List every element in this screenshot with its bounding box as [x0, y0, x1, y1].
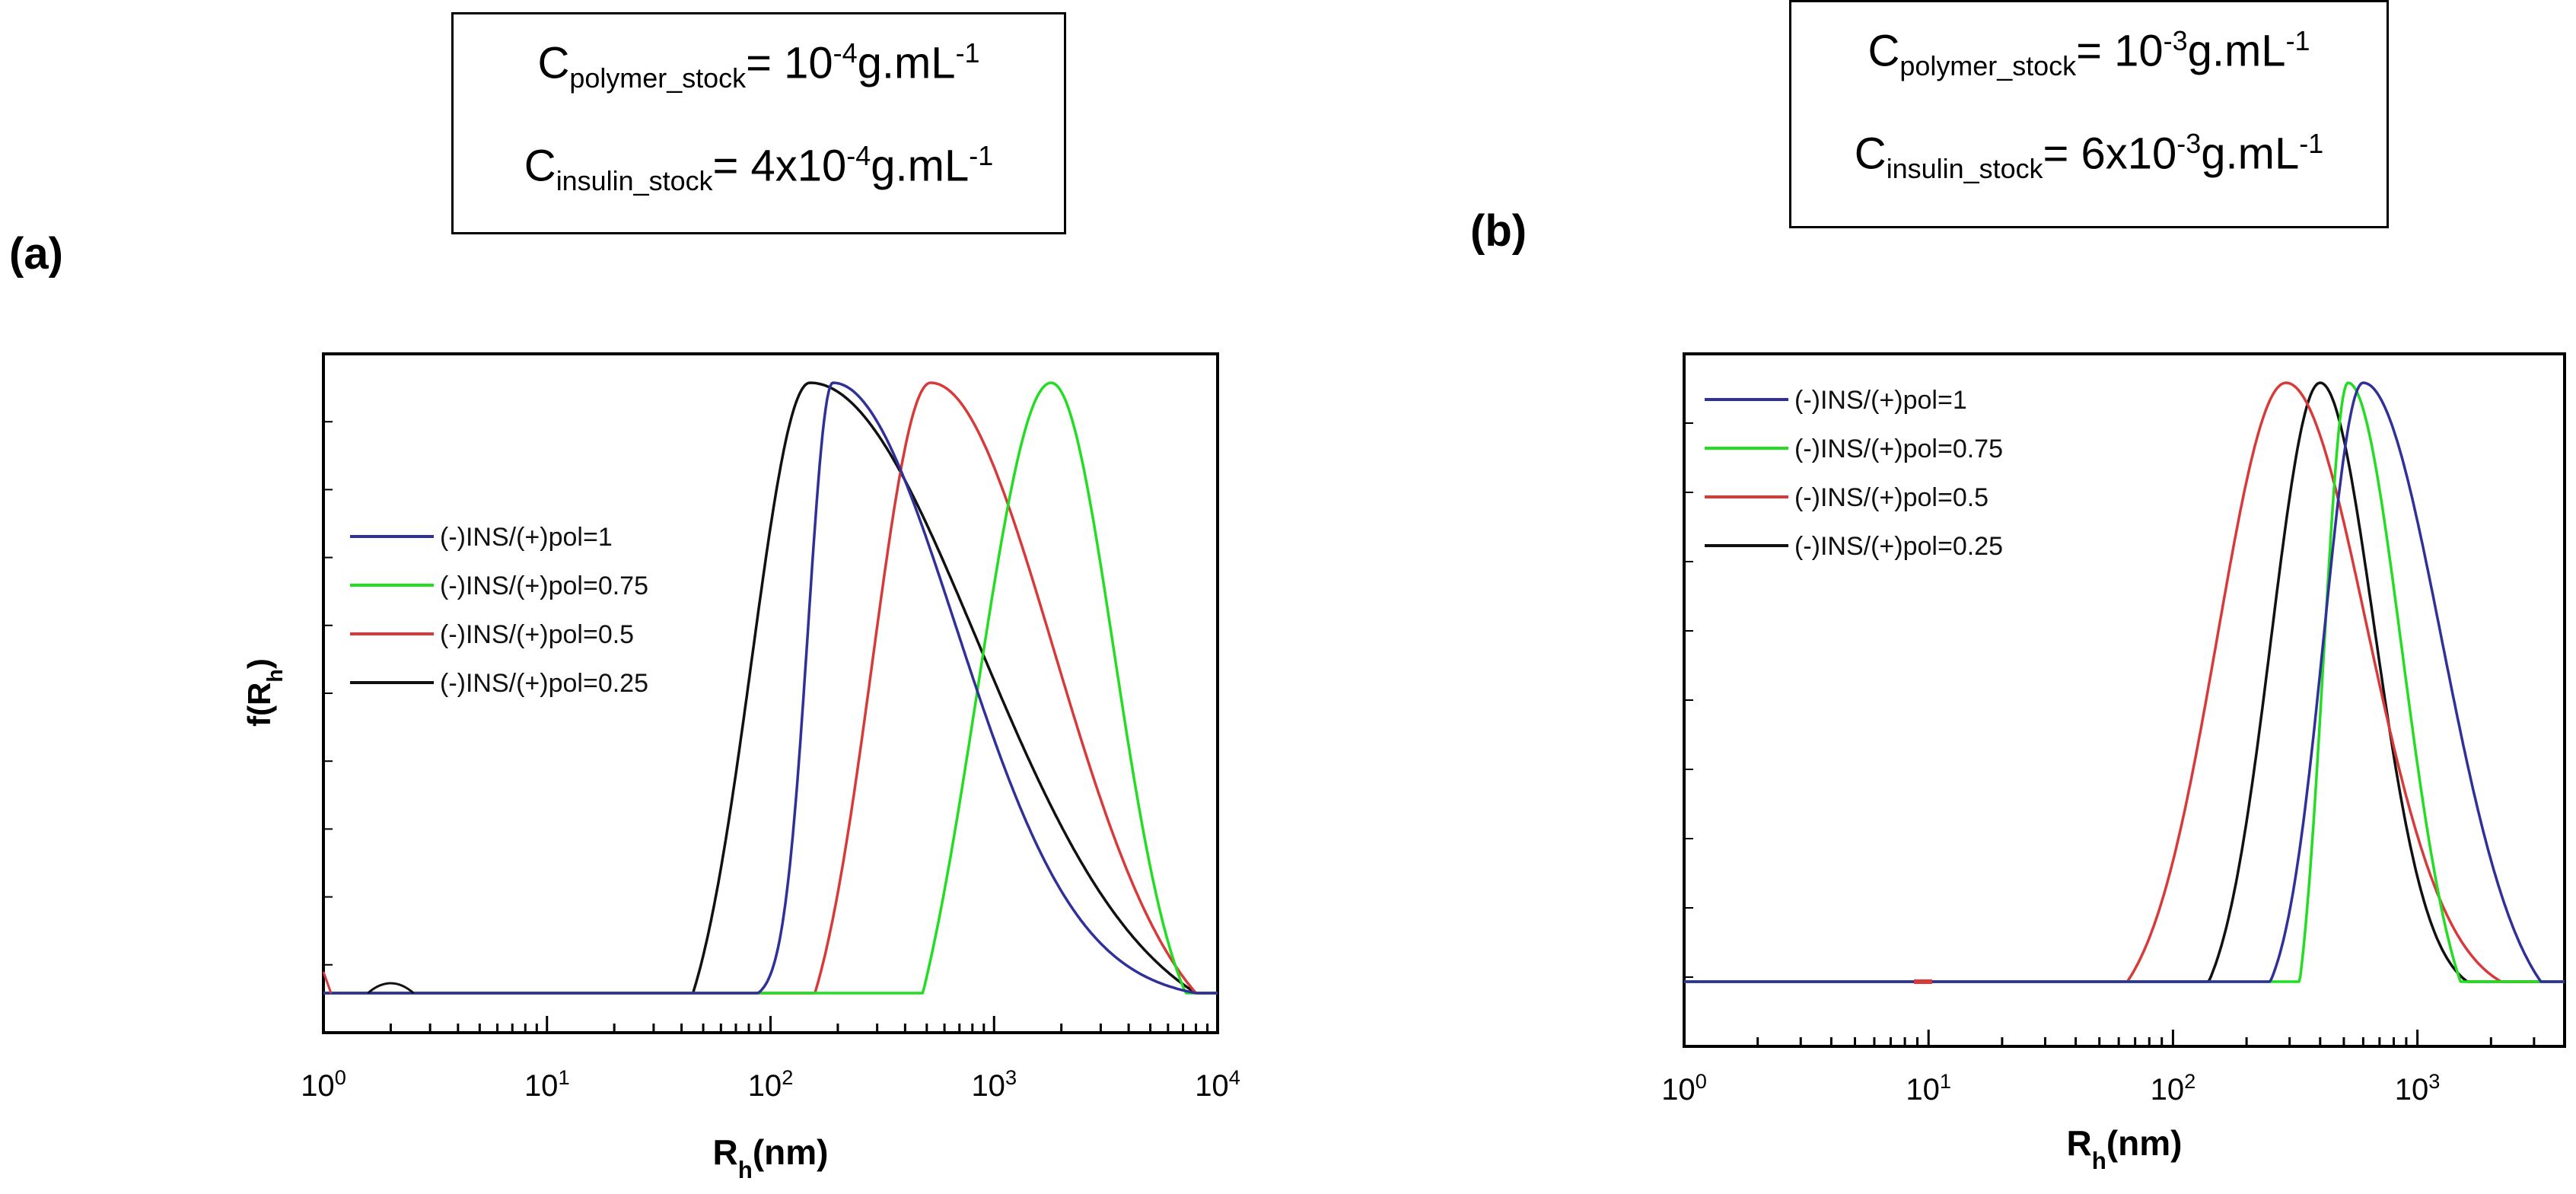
insulin-concentration-b: Cinsulin_stock= 6x10-3g.mL-1 — [1854, 128, 2324, 184]
x-axis-label: Rh(nm) — [713, 1132, 829, 1183]
chart-b: 100 101 102 103Rh(nm)(-)INS/(+)pol=1(-)INS/… — [1661, 352, 2566, 1174]
x-tick-label: 104 — [1195, 1065, 1240, 1103]
artefact-red — [322, 971, 333, 994]
x-tick-label: 103 — [971, 1065, 1017, 1103]
legend-label: (-)INS/(+)pol=0.5 — [440, 620, 634, 649]
legend-label: (-)INS/(+)pol=0.75 — [1794, 435, 2003, 463]
x-tick-label: 102 — [2151, 1069, 2196, 1107]
series-line-3 — [1684, 381, 2565, 983]
series-line-4 — [1684, 381, 2565, 983]
legend-label: (-)INS/(+)pol=0.25 — [1794, 532, 2003, 561]
legend-a: (-)INS/(+)pol=1 (-)INS/(+)pol=0.75 (-)INS/… — [350, 523, 648, 698]
x-tick-label: 103 — [2395, 1069, 2441, 1107]
x-tick-label: 100 — [301, 1065, 346, 1103]
y-axis-label: f(Rh) — [241, 658, 288, 727]
x-tick-label: 101 — [1906, 1069, 1951, 1107]
artefact-black — [367, 982, 415, 995]
x-axis-label: Rh(nm) — [2067, 1123, 2183, 1174]
legend-label: (-)INS/(+)pol=0.75 — [440, 572, 648, 600]
legend-b: (-)INS/(+)pol=1 (-)INS/(+)pol=0.75 (-)INS/… — [1705, 386, 2003, 561]
x-tick-label: 100 — [1661, 1069, 1707, 1107]
legend-label: (-)INS/(+)pol=0.5 — [1794, 483, 1989, 512]
series-line-1 — [1684, 381, 2565, 983]
legend-label: (-)INS/(+)pol=1 — [440, 523, 613, 552]
series-line-1 — [323, 381, 1218, 995]
x-tick-label: 102 — [748, 1065, 794, 1103]
concentration-box-a: Cpolymer_stock= 10-4g.mL-1 Cinsulin_stoc… — [451, 12, 1066, 234]
x-tick-label: 101 — [524, 1065, 570, 1103]
panel-label-a: (a) — [9, 229, 63, 279]
legend-label: (-)INS/(+)pol=0.25 — [440, 669, 648, 698]
legend-label: (-)INS/(+)pol=1 — [1794, 386, 1967, 415]
chart-a: 100 101 102 103 104 Rh(nm) f(Rh) (-)INS/(+)pol=… — [241, 352, 1240, 1183]
polymer-concentration-a: Cpolymer_stock= 10-4g.mL-1 — [537, 37, 980, 94]
concentration-box-b: Cpolymer_stock= 10-3g.mL-1 Cinsulin_stoc… — [1789, 0, 2389, 228]
series-line-2 — [1684, 381, 2565, 983]
panel-label-b: (b) — [1470, 206, 1527, 256]
insulin-concentration-a: Cinsulin_stock= 4x10-4g.mL-1 — [524, 140, 994, 196]
polymer-concentration-b: Cpolymer_stock= 10-3g.mL-1 — [1868, 25, 2310, 81]
